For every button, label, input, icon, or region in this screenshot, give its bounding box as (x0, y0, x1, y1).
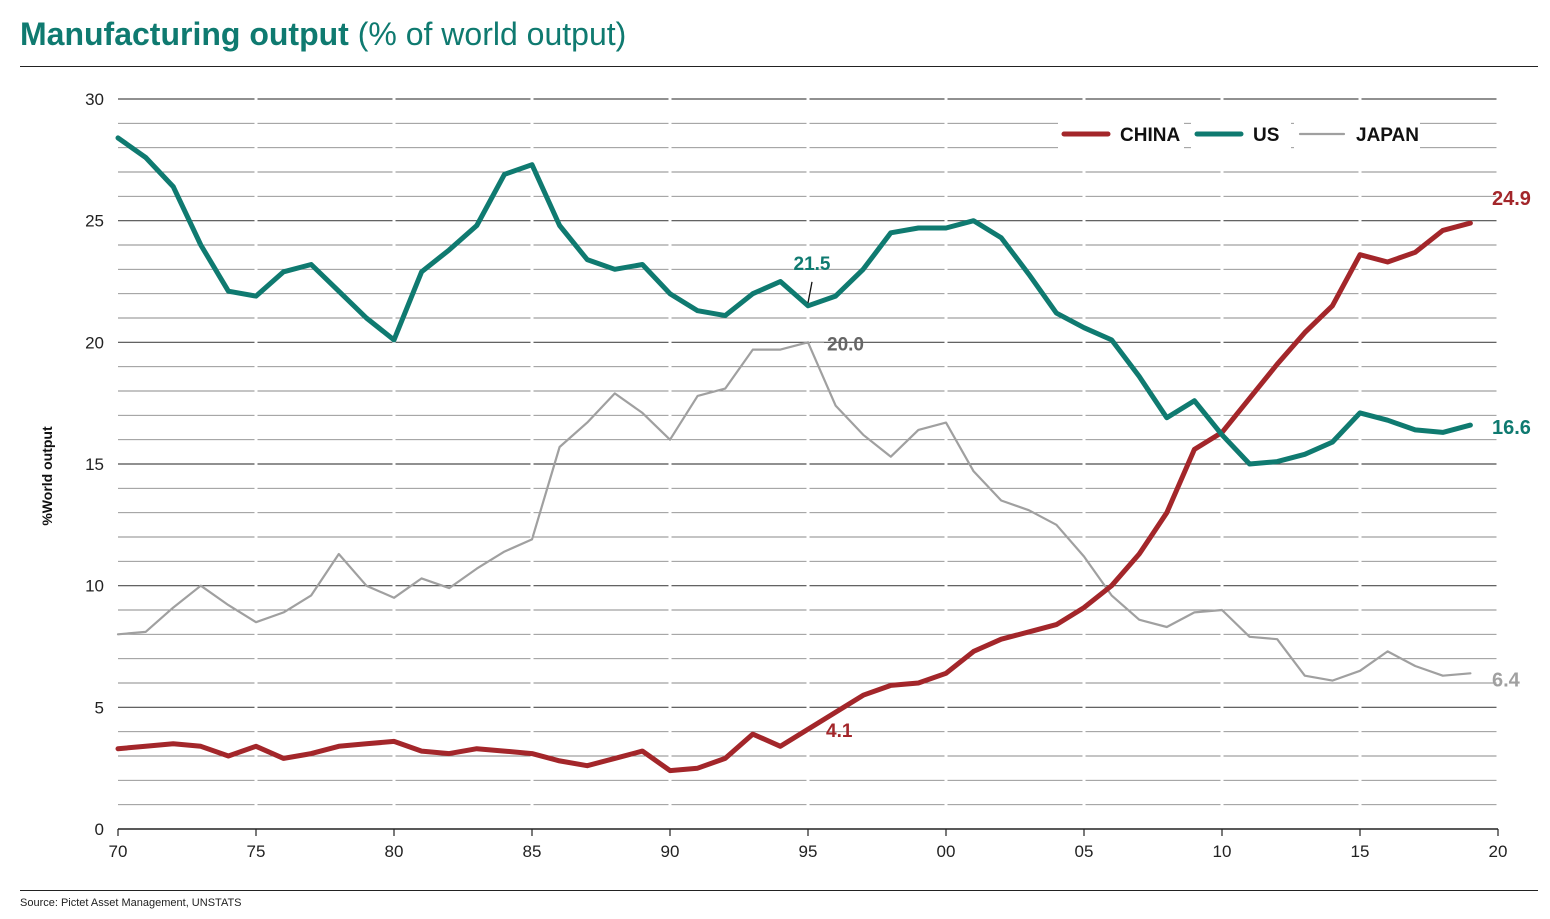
legend-label-japan: JAPAN (1356, 125, 1419, 146)
x-tick-label: 10 (1213, 842, 1232, 861)
x-tick-label: 15 (1351, 842, 1370, 861)
y-tick-label: 15 (85, 455, 104, 474)
y-tick-label: 5 (95, 698, 104, 717)
x-tick-label: 80 (385, 842, 404, 861)
x-tick-label: 05 (1075, 842, 1094, 861)
footer-divider (20, 890, 1538, 891)
end-label-china: 24.9 (1492, 188, 1531, 210)
legend-label-china: CHINA (1120, 125, 1180, 146)
chart-title: Manufacturing output (% of world output) (20, 16, 626, 53)
annotation-leader-us (807, 281, 813, 303)
series-line-japan (116, 341, 1472, 682)
series-line-china (115, 220, 1473, 774)
end-label-japan: 6.4 (1492, 669, 1521, 691)
y-tick-label: 10 (85, 577, 104, 596)
x-tick-label: 85 (523, 842, 542, 861)
x-tick-label: 70 (109, 842, 128, 861)
y-axis-label: %World output (39, 426, 55, 526)
y-tick-label: 20 (85, 333, 104, 352)
series-line-us (115, 135, 1473, 467)
y-tick-label: 0 (95, 820, 104, 839)
x-tick-label: 90 (661, 842, 680, 861)
x-tick-label: 95 (799, 842, 818, 861)
end-label-us: 16.6 (1492, 417, 1531, 439)
source-note: Source: Pictet Asset Management, UNSTATS (20, 897, 242, 909)
y-tick-label: 25 (85, 212, 104, 231)
chart-title-bold: Manufacturing output (20, 16, 349, 52)
annotation-japan: 20.0 (827, 334, 864, 355)
annotation-us: 21.5 (794, 254, 831, 275)
y-tick-label: 30 (85, 90, 104, 109)
line-chart: 70 75 80 85 90 95 00 05 10 15 20051015202530%World… (39, 90, 1531, 861)
legend-label-us: US (1253, 125, 1279, 146)
chart-title-subtitle: (% of world output) (348, 16, 627, 52)
annotation-china: 4.1 (826, 721, 853, 742)
x-tick-label: 00 (937, 842, 956, 861)
x-tick-label: 20 (1489, 842, 1508, 861)
x-tick-label: 75 (247, 842, 266, 861)
title-divider (20, 66, 1538, 67)
